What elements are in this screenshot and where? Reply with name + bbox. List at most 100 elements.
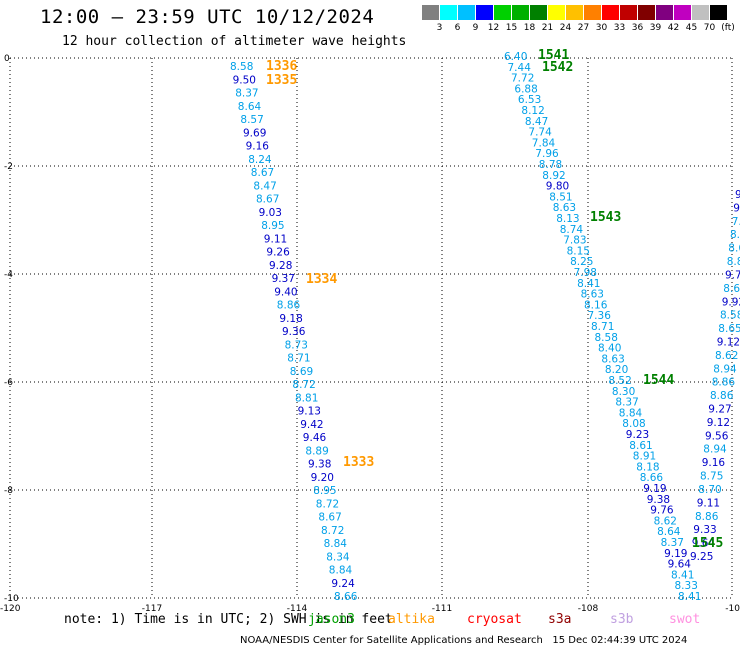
track-value-middle: 9.64 — [668, 559, 692, 571]
track-value-east: 8.86 — [712, 377, 736, 389]
track-value-middle: 7.36 — [588, 310, 612, 322]
map-title: 12:00 – 23:59 UTC 10/12/2024 — [40, 6, 375, 28]
track-value-middle: 8.20 — [605, 364, 628, 376]
lat-tick-label: -2 — [4, 162, 13, 172]
legend-swatch — [620, 5, 637, 20]
track-value-west: 9.37 — [272, 273, 295, 285]
legend-value: 30 — [595, 23, 608, 33]
legend-value: 6 — [454, 23, 461, 33]
track-value-middle: 8.37 — [615, 397, 638, 409]
track-value-west: 8.72 — [316, 498, 339, 510]
track-value-middle: 8.78 — [539, 159, 562, 171]
track-value-west: 9.03 — [259, 207, 282, 219]
track-value-middle: 9.23 — [626, 429, 649, 441]
legend-swatch — [566, 5, 583, 20]
legend-swatch — [674, 5, 691, 20]
track-value-middle: 8.33 — [675, 580, 698, 592]
legend-swatch — [440, 5, 457, 20]
track-value-east: 8.70 — [698, 484, 721, 496]
track-value-middle: 9.19 — [643, 483, 666, 495]
legend-value: 3 — [436, 23, 443, 33]
legend-swatch — [458, 5, 475, 20]
track-value-middle: 8.58 — [595, 332, 618, 344]
legend-swatch — [638, 5, 655, 20]
track-value-east: 9.64 — [692, 538, 716, 550]
map-subtitle: 12 hour collection of altimeter wave hei… — [62, 34, 407, 49]
legend-value: 39 — [649, 23, 662, 33]
track-value-middle: 8.92 — [542, 170, 565, 182]
track-value-west: 8.84 — [329, 565, 353, 577]
satellite-jason3: jason3 — [308, 612, 355, 627]
legend-value: 45 — [685, 23, 698, 33]
pass-label: 1334 — [306, 272, 337, 287]
track-value-east: 9.03 — [733, 202, 740, 214]
track-value-middle: 8.37 — [661, 537, 684, 549]
legend-value: 12 — [487, 23, 500, 33]
track-value-west: 9.26 — [266, 247, 290, 259]
map-grid — [9, 57, 733, 599]
track-value-east: 9.16 — [702, 457, 726, 469]
track-value-middle: 8.63 — [601, 353, 624, 365]
track-value-middle: 6.40 — [504, 51, 527, 63]
track-value-west: 8.37 — [235, 88, 258, 100]
track-value-middle: 7.74 — [528, 127, 552, 139]
track-value-west: 8.69 — [290, 366, 313, 378]
legend-swatch — [548, 5, 565, 20]
pass-label: 1333 — [343, 455, 374, 470]
track-value-west: 8.67 — [256, 194, 279, 206]
track-value-west: 9.18 — [279, 313, 302, 325]
track-value-middle: 8.12 — [521, 105, 544, 117]
track-value-east: 9.28 — [735, 189, 740, 201]
track-value-middle: 8.52 — [608, 375, 631, 387]
track-value-west: 9.11 — [264, 233, 287, 245]
track-value-middle: 8.63 — [581, 289, 604, 301]
lon-tick-label: -117 — [142, 604, 162, 614]
track-value-east: 9.56 — [705, 430, 729, 442]
track-value-west: 8.86 — [277, 300, 301, 312]
track-value-west: 8.66 — [334, 591, 358, 603]
track-value-middle: 8.91 — [633, 451, 656, 463]
track-value-middle: 8.61 — [629, 440, 652, 452]
track-value-middle: 8.08 — [622, 418, 645, 430]
pass-label: 1543 — [590, 210, 621, 225]
lon-tick-label: -114 — [287, 604, 308, 614]
track-value-middle: 8.15 — [567, 245, 590, 257]
track-value-middle: 9.80 — [546, 181, 569, 193]
track-value-west: 8.89 — [305, 445, 328, 457]
legend-value: 70 — [703, 23, 716, 33]
legend-value: 24 — [559, 23, 572, 33]
track-value-east: 9.27 — [708, 404, 731, 416]
note-text: note: 1) Time is in UTC; 2) SWH is in fe… — [64, 612, 393, 627]
track-value-middle: 6.88 — [514, 83, 537, 95]
track-value-middle: 8.51 — [549, 191, 572, 203]
track-value-middle: 8.41 — [671, 569, 694, 581]
track-value-middle: 8.47 — [525, 116, 548, 128]
lon-tick-label: -120 — [0, 604, 21, 614]
pass-label: 1335 — [266, 73, 297, 88]
legend-swatch — [476, 5, 493, 20]
lon-tick-label: -111 — [432, 604, 452, 614]
track-value-middle: 7.98 — [574, 267, 597, 279]
track-value-west: 8.58 — [230, 61, 253, 73]
footer-credit: NOAA/NESDIS Center for Satellite Applica… — [240, 635, 688, 646]
track-value-middle: 8.64 — [657, 526, 681, 538]
axis-labels: 0-2-4-6-8-10-120 -117 -114 -111 -108 -10 — [0, 54, 740, 614]
track-value-middle: 7.84 — [532, 137, 556, 149]
track-value-west: 9.13 — [298, 406, 321, 418]
track-value-middle: 9.38 — [647, 494, 670, 506]
legend-value: (ft) — [721, 23, 735, 33]
track-value-east: 9.33 — [693, 524, 716, 536]
track-value-east: 9.92 — [722, 296, 740, 308]
track-value-middle: 8.63 — [553, 202, 576, 214]
track-value-middle: 7.72 — [511, 73, 534, 85]
track-value-east: 8.86 — [695, 511, 719, 523]
legend-value: 9 — [472, 23, 479, 33]
track-value-middle: 8.30 — [612, 386, 635, 398]
track-value-west: 8.64 — [238, 101, 262, 113]
track-value-west: 9.20 — [311, 472, 334, 484]
track-value-west: 8.57 — [240, 114, 263, 126]
track-value-middle: 7.96 — [535, 148, 559, 160]
track-value-east: 8.75 — [700, 471, 723, 483]
track-value-west: 8.47 — [253, 180, 276, 192]
track-value-west: 9.69 — [243, 127, 266, 139]
